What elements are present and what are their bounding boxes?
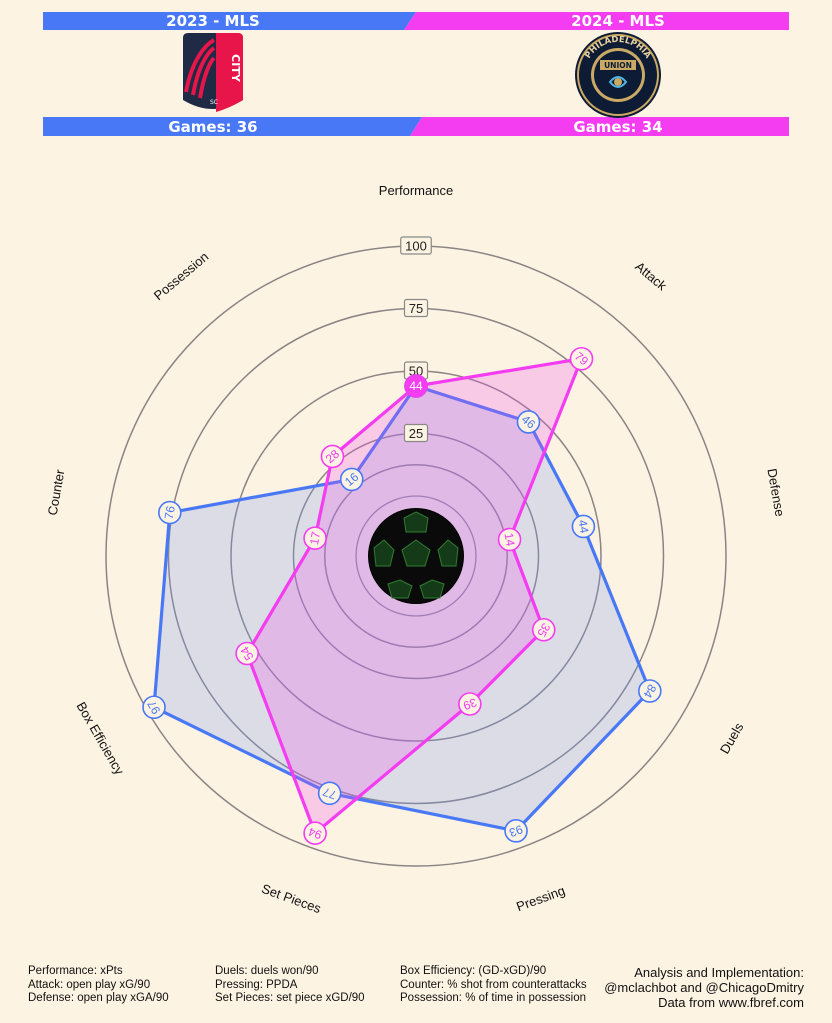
footer-legend-col1: Performance: xPts Attack: open play xG/9… [28,965,169,1006]
footer-line: Attack: open play xG/90 [28,978,151,991]
data-point [303,821,327,846]
right-title-banner [404,12,789,30]
data-point [157,500,182,525]
footer-line: Set Pieces: set piece xGD/90 [215,992,365,1004]
header: 2023 - MLS 2024 - MLS Games: 36 Games: 3… [43,12,789,136]
left-logo-city-text: CITY [229,54,242,83]
data-point [303,526,327,551]
ring-label-box [400,236,432,255]
ring-label-box [403,423,429,443]
right-logo-center-text: UNION [604,61,632,70]
footer-line: Counter: % shot from counterattacks [400,978,587,991]
axis-label: Duels [717,720,747,757]
data-label: 54 [238,644,257,663]
ring-label: 25 [409,426,423,441]
data-label: 39 [461,695,479,713]
data-point [320,444,345,469]
right-season-title: 2024 - MLS [571,12,665,30]
ring-label: 100 [405,239,427,254]
axis-label: Defense [764,467,787,517]
left-season-title: 2023 - MLS [166,12,260,30]
left-games-count: Games: 36 [168,118,257,136]
data-label: 17 [307,530,323,546]
data-label: 93 [507,822,525,840]
footer-line: Performance: xPts [28,965,123,977]
right-games-count: Games: 34 [573,118,662,136]
data-label: 76 [162,504,178,520]
data-point [317,781,342,806]
data-label: 44 [575,519,591,535]
data-point [504,819,528,843]
ring-label: 75 [409,301,423,316]
st-louis-city-sc-logo: CITY SC [183,33,243,112]
data-label: 84 [640,682,659,701]
data-point [531,617,556,642]
credits-line: Analysis and Implementation: [634,965,804,980]
data-label: 97 [144,698,163,717]
radar-chart: 2550751004446448493779776164479143539945… [45,183,788,916]
data-point [404,374,428,398]
footer-line: Box Efficiency: (GD-xGD)/90 [400,965,547,977]
left-title-banner [43,12,416,30]
left-logo-sc-text: SC [210,99,218,106]
axis-label: Box Efficiency [73,699,127,777]
footer-line: Pressing: PPDA [215,978,298,991]
footer-line: Possession: % of time in possession [400,992,587,1004]
data-point [571,514,596,539]
axis-label: Performance [379,183,453,198]
data-point [458,692,482,716]
footer-line: Duels: duels won/90 [215,965,319,977]
philadelphia-union-logo: PHILADELPHIA UNION [575,32,661,118]
footer-credits: Analysis and Implementation: @mclachbot … [604,965,804,1010]
credits-line: Data from www.fbref.com [658,995,804,1010]
right-games-banner [410,117,789,136]
footer-legend-col3: Box Efficiency: (GD-xGD)/90 Counter: % s… [400,965,587,1006]
inner-ring [355,495,477,617]
credits-line: @mclachbot and @ChicagoDmitry [604,980,804,995]
data-label: 14 [502,532,518,548]
data-point [516,410,541,434]
axis-label: Pressing [514,883,567,914]
axis-label: Set Pieces [260,881,324,917]
axis-label: Counter [45,468,68,517]
data-point [497,527,522,552]
axis-label: Possession [151,249,212,303]
data-label: 94 [306,824,324,842]
data-point [235,641,259,666]
ring-label-box [403,298,429,318]
grid-ring [324,464,508,648]
data-point [339,467,364,492]
footer-line: Defense: open play xGA/90 [28,992,169,1004]
ring-label: 50 [409,364,423,379]
data-label: 44 [409,379,423,393]
data-point [569,346,594,371]
axis-label: Attack [632,259,670,294]
data-point [142,695,166,720]
left-games-banner [43,117,422,136]
data-label: 35 [534,621,553,640]
data-point [638,679,662,703]
data-label: 77 [321,784,339,802]
footer-legend-col2: Duels: duels won/90 Pressing: PPDA Set P… [215,965,365,1006]
soccer-ball-icon [368,508,464,604]
